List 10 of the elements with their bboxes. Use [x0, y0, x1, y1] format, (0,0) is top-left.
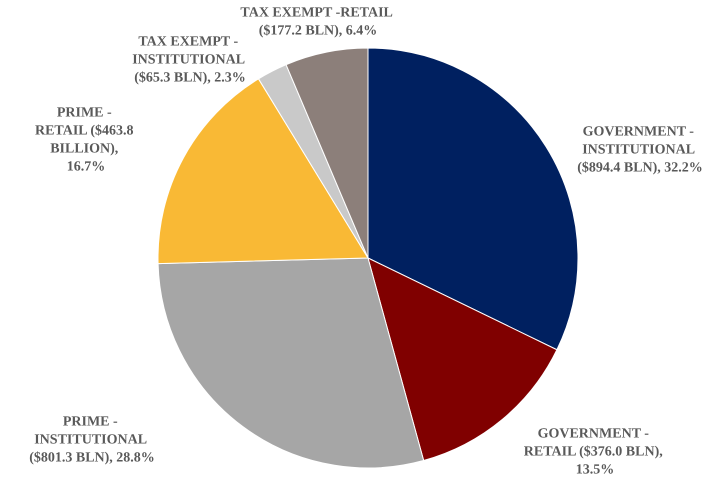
data-label: ($65.3 BLN), 2.3%: [134, 70, 246, 86]
slice-label: GOVERNMENT - INSTITUTIONAL: [582, 124, 698, 158]
slice-label: PRIME - INSTITUTIONAL: [34, 414, 150, 448]
data-label: ($894.4 BLN), 32.2%: [577, 160, 703, 176]
slice-label: TAX EXEMPT -RETAIL: [240, 6, 396, 20]
slice-label: PRIME - RETAIL ($463.8 BILLION), 16.7%: [34, 106, 138, 174]
data-label: ($177.2 BLN), 6.4%: [258, 24, 378, 38]
data-label: ($801.3 BLN), 28.8%: [29, 450, 155, 466]
slice-label: TAX EXEMPT - INSTITUTIONAL: [132, 34, 248, 68]
slice-label: GOVERNMENT - RETAIL ($376.0 BLN), 13.5%: [524, 426, 666, 478]
